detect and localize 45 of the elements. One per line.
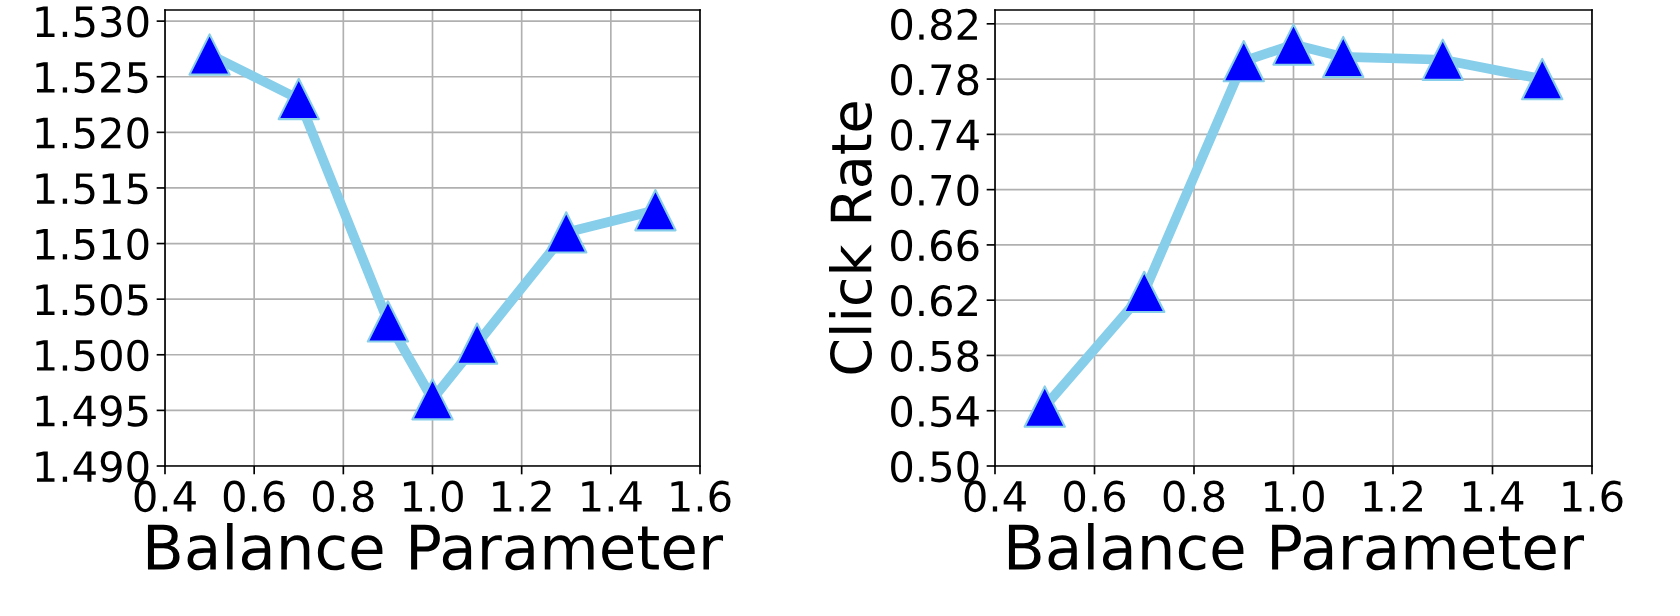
x-tick-label: 1.0 (1264, 480, 1324, 513)
y-tick-label: 0.54 (891, 395, 979, 428)
x-tick-label: 0.8 (312, 480, 374, 513)
x-axis-title: Balance Parameter (147, 522, 724, 571)
x-tick-label: 1.0 (403, 480, 463, 513)
y-tick-label: 1.495 (36, 395, 148, 427)
y-tick-label: 1.520 (36, 117, 149, 149)
y-tick-label: 1.515 (36, 173, 148, 205)
point (366, 300, 410, 343)
x-tick-label: 0.8 (1163, 480, 1225, 513)
y-tick-label: 1.500 (36, 339, 149, 372)
point (545, 211, 588, 254)
x-tick-label: 1.6 (671, 480, 731, 513)
y-tick-label: 1.525 (36, 61, 148, 94)
y-tick-label: 0.74 (891, 119, 979, 151)
point (1023, 385, 1066, 428)
x-axis-title: Balance Parameter (1008, 522, 1585, 571)
x-tick-label: 1.2 (1364, 480, 1422, 512)
y-axis-title: Click Rate (829, 102, 873, 374)
point (1123, 270, 1166, 314)
y-tick-label: 0.58 (891, 340, 979, 372)
x-tick-label: 1.6 (1563, 480, 1623, 513)
point (1521, 57, 1564, 101)
point (1322, 35, 1365, 79)
y-tick-label: 0.82 (891, 8, 977, 41)
point (188, 33, 231, 76)
point (634, 189, 677, 232)
point (1421, 38, 1464, 81)
y-tick-label: 1.530 (36, 6, 149, 38)
y-tick-label: 0.62 (891, 285, 977, 317)
y-tick-label: 0.70 (891, 174, 979, 207)
x-tick-label: 1.2 (493, 480, 551, 512)
y-tick-label: 0.66 (891, 229, 979, 262)
point (277, 77, 320, 121)
y-tick-label: 1.505 (36, 284, 148, 316)
x-tick-label: 1.4 (1463, 481, 1524, 512)
point (455, 322, 499, 365)
x-tick-label: 1.4 (582, 481, 642, 512)
x-tick-label: 0.6 (1064, 480, 1126, 513)
y-tick-label: 1.510 (36, 228, 149, 260)
point (411, 378, 454, 421)
point (1272, 23, 1315, 66)
point (1222, 39, 1265, 83)
x-tick-label: 0.6 (223, 480, 285, 513)
y-tick-label: 0.78 (891, 64, 979, 96)
